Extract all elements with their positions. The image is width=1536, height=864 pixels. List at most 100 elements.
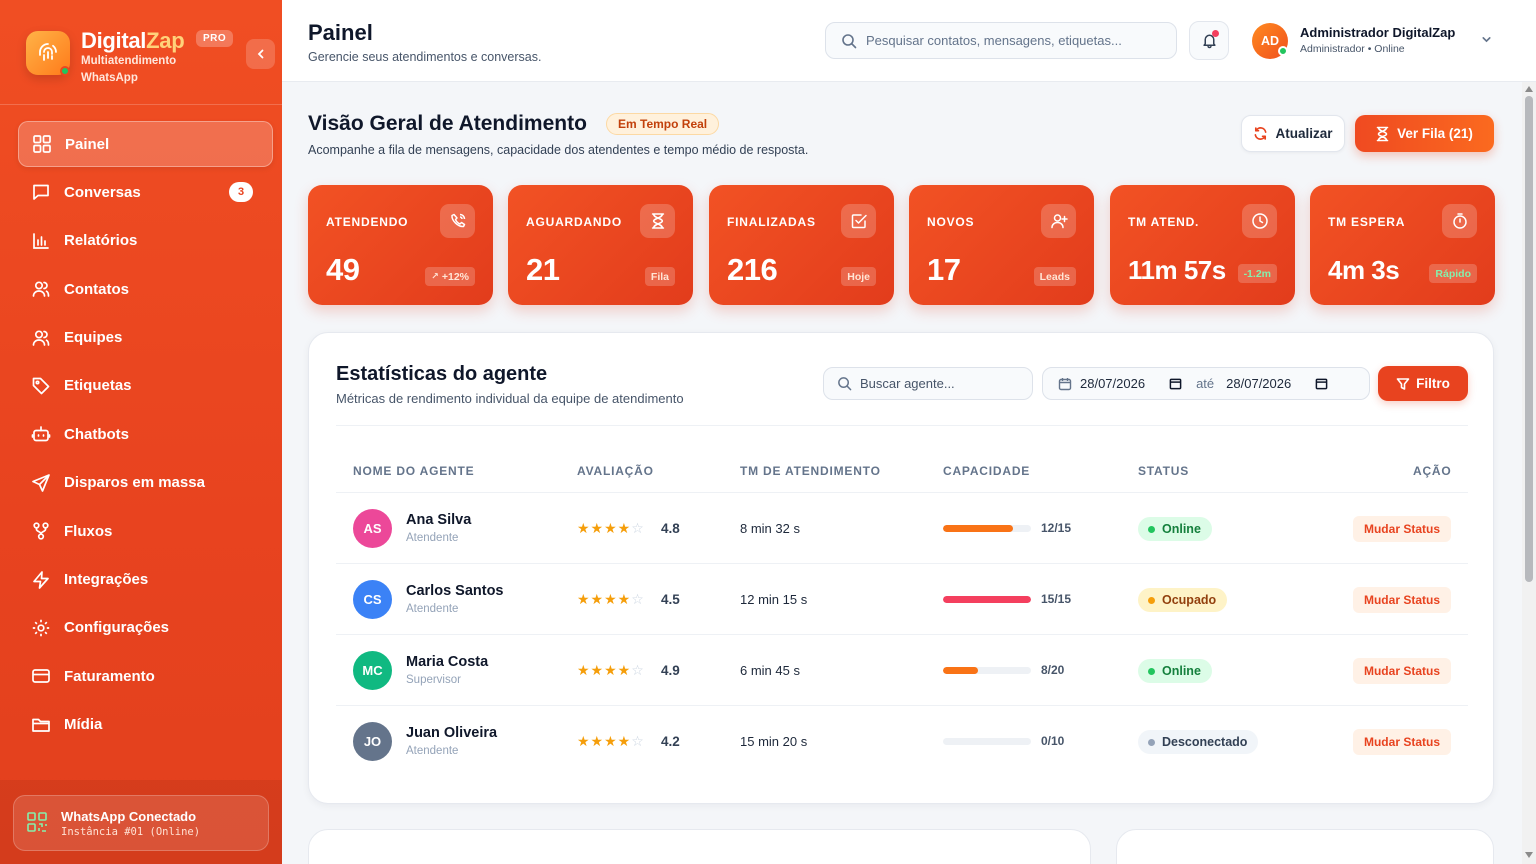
sidebar-item-equipes[interactable]: Equipes	[18, 315, 273, 361]
table-row[interactable]: MC Maria Costa Supervisor ★★★★☆ 4.9 6 mi…	[336, 634, 1468, 705]
whatsapp-status-card[interactable]: WhatsApp Conectado Instância #01 (Online…	[13, 795, 269, 851]
kpi-card-atendendo[interactable]: ATENDENDO 49 ↗ +12%	[308, 185, 493, 305]
kpi-card-tm-atendimento[interactable]: TM ATEND. 11m 57s -1.2m	[1110, 185, 1295, 305]
kpi-value: 17	[927, 252, 961, 287]
sidebar-item-integracoes[interactable]: Integrações	[18, 557, 273, 603]
user-role: Administrador • Online	[1300, 43, 1405, 55]
date-separator: até	[1196, 376, 1215, 391]
scroll-thumb[interactable]	[1525, 96, 1533, 582]
qr-code-icon	[27, 812, 47, 832]
sidebar-divider	[0, 104, 282, 105]
change-status-button[interactable]: Mudar Status	[1352, 658, 1451, 684]
avatar: MC	[353, 651, 392, 690]
pro-badge: PRO	[196, 30, 234, 47]
sidebar-item-configuracoes[interactable]: Configurações	[18, 605, 273, 651]
whatsapp-instance: Instância #01 (Online)	[61, 826, 201, 838]
calendar-picker-icon[interactable]	[1169, 377, 1182, 390]
capacity-bar-fill	[943, 667, 979, 674]
chevron-down-icon[interactable]	[1480, 33, 1493, 46]
trend-up-icon: ↗	[431, 271, 439, 281]
change-status-button[interactable]: Mudar Status	[1352, 729, 1451, 755]
table-row[interactable]: JO Juan Oliveira Atendente ★★★★☆ 4.2 15 …	[336, 705, 1468, 776]
calendar-picker-icon[interactable]	[1315, 377, 1328, 390]
column-header-status[interactable]: STATUS	[1138, 464, 1190, 478]
column-header-agent[interactable]: NOME DO AGENTE	[353, 464, 475, 478]
sidebar-item-painel[interactable]: Painel	[18, 121, 273, 167]
sidebar-item-chatbots[interactable]: Chatbots	[18, 411, 273, 457]
overview-title: Visão Geral de Atendimento	[308, 112, 587, 135]
sidebar-item-midia[interactable]: Mídia	[18, 702, 273, 748]
sidebar-item-label: Conversas	[64, 183, 141, 201]
brand-logo	[26, 31, 70, 75]
column-header-capacity[interactable]: CAPACIDADE	[943, 464, 1031, 478]
agent-search-input[interactable]	[860, 376, 1030, 391]
flow-icon	[30, 520, 52, 542]
change-status-button[interactable]: Mudar Status	[1352, 516, 1451, 542]
users-icon	[30, 278, 52, 300]
clock-icon	[1242, 204, 1277, 238]
page-title: Painel	[308, 20, 373, 45]
agent-rating: 4.9	[661, 663, 680, 678]
agent-role: Atendente	[406, 745, 459, 757]
kpi-card-novos[interactable]: NOVOS 17 Leads	[909, 185, 1094, 305]
user-name[interactable]: Administrador DigitalZap	[1300, 25, 1456, 40]
table-row[interactable]: AS Ana Silva Atendente ★★★★☆ 4.8 8 min 3…	[336, 492, 1468, 563]
kpi-value: 11m 57s	[1128, 255, 1226, 285]
card-icon	[30, 665, 52, 687]
user-avatar[interactable]: AD	[1252, 23, 1288, 59]
view-queue-button[interactable]: Ver Fila (21)	[1355, 115, 1494, 152]
user-plus-icon	[1041, 204, 1076, 238]
main-scrollbar[interactable]	[1522, 82, 1536, 864]
notifications-button[interactable]	[1189, 21, 1229, 60]
agent-rating: 4.8	[661, 521, 680, 536]
whatsapp-status-title: WhatsApp Conectado	[61, 809, 197, 824]
search-input[interactable]	[866, 33, 1166, 48]
status-dot	[1148, 525, 1155, 533]
filter-button[interactable]: Filtro	[1378, 366, 1468, 401]
sidebar-item-etiquetas[interactable]: Etiquetas	[18, 363, 273, 409]
sidebar-item-relatorios[interactable]: Relatórios	[18, 218, 273, 264]
chevron-left-icon	[257, 49, 263, 59]
global-search[interactable]	[825, 22, 1177, 59]
kpi-value: 216	[727, 252, 778, 287]
kpi-card-finalizadas[interactable]: FINALIZADAS 216 Hoje	[709, 185, 894, 305]
grid-icon	[31, 133, 53, 155]
sidebar-item-contatos[interactable]: Contatos	[18, 266, 273, 312]
avatar: AS	[353, 509, 392, 548]
sidebar-item-faturamento[interactable]: Faturamento	[18, 653, 273, 699]
tag-icon	[30, 375, 52, 397]
agent-tm: 6 min 45 s	[740, 663, 800, 678]
status-badge: Ocupado	[1138, 588, 1228, 612]
sidebar-item-label: Contatos	[64, 280, 129, 298]
capacity-bar-fill	[943, 596, 1031, 603]
refresh-button[interactable]: Atualizar	[1241, 115, 1345, 152]
brand-online-dot	[60, 66, 70, 76]
date-to[interactable]: 28/07/2026	[1226, 376, 1292, 391]
sidebar-nav: Painel Conversas 3 Relatórios Contatos E…	[18, 121, 273, 750]
date-range-picker[interactable]: 28/07/2026 até 28/07/2026	[1042, 367, 1370, 400]
sidebar-item-fluxos[interactable]: Fluxos	[18, 508, 273, 554]
column-header-tm[interactable]: TM DE ATENDIMENTO	[740, 464, 881, 478]
agent-search[interactable]	[823, 367, 1033, 400]
agent-tm: 12 min 15 s	[740, 592, 808, 607]
scroll-down-arrow[interactable]	[1525, 852, 1533, 858]
change-status-button[interactable]: Mudar Status	[1352, 587, 1451, 613]
kpi-card-aguardando[interactable]: AGUARDANDO 21 Fila	[508, 185, 693, 305]
sidebar-item-disparos[interactable]: Disparos em massa	[18, 460, 273, 506]
capacity-bar	[943, 738, 1031, 745]
scroll-up-arrow[interactable]	[1525, 86, 1533, 92]
sidebar-item-label: Configurações	[64, 619, 170, 637]
collapse-sidebar-button[interactable]	[246, 39, 275, 69]
sidebar-item-label: Faturamento	[64, 667, 155, 685]
sidebar-item-conversas[interactable]: Conversas 3	[18, 169, 273, 215]
sidebar-item-label: Integrações	[64, 571, 149, 589]
chat-icon	[30, 181, 52, 203]
date-from[interactable]: 28/07/2026	[1080, 376, 1146, 391]
star-rating-icon: ★★★★☆	[577, 520, 645, 536]
column-header-rating[interactable]: AVALIAÇÃO	[577, 464, 654, 478]
kpi-card-tm-espera[interactable]: TM ESPERA 4m 3s Rápido	[1310, 185, 1495, 305]
table-row[interactable]: CS Carlos Santos Atendente ★★★★☆ 4.5 12 …	[336, 563, 1468, 634]
status-dot	[1148, 738, 1155, 746]
sidebar-item-label: Etiquetas	[64, 377, 132, 395]
brand[interactable]: DigitalZap PRO Multiatendimento WhatsApp	[26, 28, 276, 84]
